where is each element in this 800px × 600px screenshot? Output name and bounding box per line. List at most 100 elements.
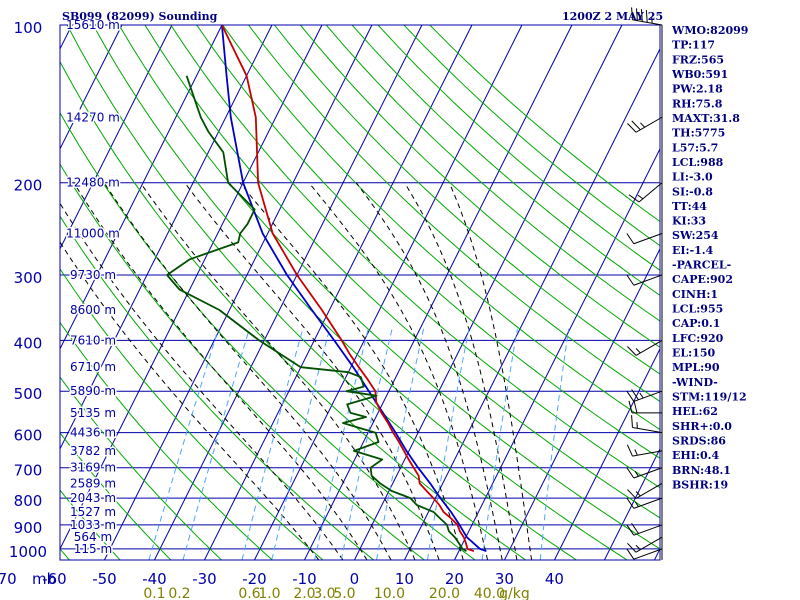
isotherm [204, 25, 473, 560]
grid-lines [60, 25, 660, 560]
index-item: L57:5.7 [672, 141, 718, 154]
moist-adiabat [184, 182, 440, 560]
wind-barb [626, 548, 663, 560]
dry-adiabat [325, 25, 660, 322]
dry-adiabat [92, 25, 628, 560]
dewpoint-trace [166, 75, 467, 552]
temperature-trace [221, 25, 475, 553]
moist-adiabat [73, 182, 368, 560]
index-item: PW:2.18 [672, 83, 723, 96]
moist-adiabat [103, 182, 392, 560]
index-item: HEL:62 [672, 405, 718, 418]
dry-adiabat [60, 267, 324, 560]
wind-barb [628, 182, 663, 203]
index-item: EHI:0.4 [672, 449, 719, 462]
mixing-ratio-label: 10.0 [374, 586, 405, 600]
isotherm [504, 247, 660, 560]
index-item: WMO:82099 [671, 24, 748, 37]
height-label: 4436 m [70, 426, 116, 440]
temperature-tick-label: -30 [192, 570, 217, 588]
index-item: BSHR:19 [672, 478, 728, 491]
isotherm [554, 347, 660, 560]
mixing-ratio-label: 0.1 [143, 586, 165, 600]
wind-barb [626, 389, 663, 402]
mixing-ratio-label: 0.2 [168, 586, 190, 600]
index-item: RH:75.8 [672, 97, 723, 110]
pressure-label: 600 [14, 427, 43, 445]
index-item: CAP:0.1 [672, 317, 720, 330]
temperature-tick-label: 10 [395, 570, 414, 588]
mixing-ratio-line [182, 328, 250, 560]
temperature-tick-label: -10 [292, 570, 317, 588]
parcel-trace [221, 25, 487, 553]
wind-barb [626, 467, 663, 479]
index-item: FRZ:565 [672, 53, 724, 66]
height-label: 3782 m [70, 444, 116, 458]
dry-adiabat [60, 60, 526, 560]
dry-adiabat [248, 25, 660, 403]
moist-adiabat [404, 182, 518, 560]
profiles [166, 25, 487, 553]
index-item: EL:150 [672, 347, 715, 360]
valid-time: 1200Z 2 MAY 25 [562, 10, 663, 23]
wind-barb [626, 444, 663, 457]
pressure-label: 100 [14, 19, 43, 37]
isotherm [154, 25, 423, 560]
height-label: 15610 m [66, 18, 120, 32]
isotherm [604, 447, 660, 560]
dry-adiabat [299, 25, 660, 348]
height-label: 5135 m [70, 406, 116, 420]
isotherm [60, 25, 173, 251]
isotherm [60, 25, 123, 151]
temperature-tick-label: -40 [142, 570, 167, 588]
height-label: 11000 m [66, 226, 120, 240]
dry-adiabat [60, 432, 172, 560]
index-item: KI:33 [672, 215, 706, 228]
plot-frame [59, 24, 661, 561]
dry-adiabat [118, 25, 660, 550]
mixing-ratio-label: 20.0 [429, 586, 460, 600]
dry-adiabat [66, 25, 577, 560]
index-item: EI:-1.4 [672, 244, 714, 257]
index-item: LCL:988 [672, 156, 724, 169]
mixing-ratio-label: 3.0 [313, 586, 335, 600]
mixing-ratio-label: 1.0 [258, 586, 280, 600]
height-label: 12480 m [66, 176, 120, 190]
index-item: -WIND- [672, 376, 718, 389]
dry-adiabat [60, 111, 476, 560]
dry-adiabat [403, 25, 660, 247]
index-item: LCL:955 [672, 303, 723, 316]
mixing-ratio-line [539, 328, 570, 560]
index-item: CINH:1 [672, 288, 718, 301]
isotherm [254, 25, 523, 560]
isotherm [454, 147, 660, 560]
dry-adiabat [144, 25, 660, 519]
wind-barb [627, 116, 663, 133]
index-item: SI:-0.8 [672, 185, 713, 198]
index-item: LI:-3.0 [672, 171, 713, 184]
wind-barb [626, 233, 663, 245]
height-label: 1033 m [70, 518, 116, 532]
height-label: 9730 m [70, 268, 116, 282]
height-label: 2043 m [70, 491, 116, 505]
temperature-tick-label: 20 [445, 570, 464, 588]
index-item: SHR+:0.0 [672, 420, 732, 433]
mixing-ratio-line [148, 328, 219, 560]
index-item: MAXT:31.8 [672, 112, 740, 125]
height-label: 7610 m [70, 333, 116, 347]
index-item: WB0:591 [671, 68, 728, 81]
temperature-tick-label: -20 [242, 570, 267, 588]
dry-adiabat [196, 25, 660, 459]
height-label: 2589 m [70, 476, 116, 490]
index-item: SW:254 [672, 229, 719, 242]
moist-adiabat [60, 202, 344, 560]
pressure-label: 1000 [9, 543, 47, 561]
moist-adiabat [355, 182, 503, 560]
moist-adiabat [139, 182, 416, 560]
temperature-tick-label: -50 [92, 570, 117, 588]
height-label: 1527 m [70, 505, 116, 519]
dry-adiabat [377, 25, 660, 271]
